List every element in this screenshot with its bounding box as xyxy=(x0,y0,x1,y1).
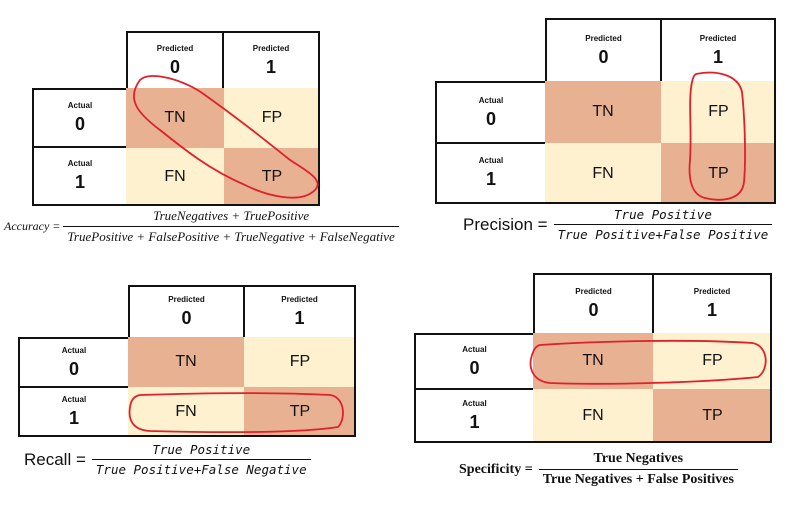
precision-denominator: True Positive+False Positive xyxy=(557,227,769,242)
fp-label: FP xyxy=(289,353,311,370)
predicted-label: Predicted xyxy=(281,295,318,304)
actual-0-header: Actual 0 xyxy=(18,337,130,388)
actual-label: Actual xyxy=(61,394,87,404)
precision-numerator: True Positive xyxy=(614,207,712,222)
predicted-1-header: Predicted 1 xyxy=(652,273,772,335)
accuracy-numerator: TrueNegatives + TruePositive xyxy=(153,208,310,223)
predicted-1-value: 1 xyxy=(265,56,276,77)
fraction-bar xyxy=(538,469,738,470)
fn-cell: FN xyxy=(545,143,661,204)
actual-1-header: Actual 1 xyxy=(18,386,130,437)
actual-label: Actual xyxy=(61,345,87,355)
predicted-0-value: 0 xyxy=(181,308,192,328)
precision-panel: Predicted 0 Predicted 1 Actual 0 Actual … xyxy=(400,0,800,259)
accuracy-denominator: TruePositive + FalsePositive + TrueNegat… xyxy=(67,229,395,244)
actual-0-value: 0 xyxy=(469,357,480,378)
actual-0-value: 0 xyxy=(74,114,85,134)
predicted-label: Predicted xyxy=(693,287,731,296)
specificity-formula: Specificity = True Negatives True Negati… xyxy=(459,451,738,488)
recall-panel: Predicted 0 Predicted 1 Actual 0 Actual … xyxy=(0,259,400,518)
actual-label: Actual xyxy=(478,95,504,105)
actual-label: Actual xyxy=(462,398,487,408)
predicted-0-value: 0 xyxy=(169,56,180,77)
fn-label: FN xyxy=(592,164,614,182)
predicted-label: Predicted xyxy=(168,295,205,304)
actual-1-header: Actual 1 xyxy=(32,146,128,206)
precision-lhs: Precision = xyxy=(463,214,548,234)
actual-label: Actual xyxy=(478,156,504,165)
predicted-0-header: Predicted 0 xyxy=(533,273,654,335)
predicted-1-value: 1 xyxy=(294,308,305,328)
recall-fraction: True Positive True Positive+False Negati… xyxy=(91,442,311,477)
predicted-label: Predicted xyxy=(156,43,194,53)
matrix-border xyxy=(533,333,772,443)
fraction-bar xyxy=(553,224,773,225)
actual-label: Actual xyxy=(462,344,487,354)
actual-1-value: 1 xyxy=(68,407,79,428)
actual-0-value: 0 xyxy=(68,358,79,379)
predicted-0-value: 0 xyxy=(588,300,599,320)
recall-numerator: True Positive xyxy=(152,442,251,457)
actual-1-value: 1 xyxy=(485,169,496,189)
tn-label: TN xyxy=(175,353,197,370)
actual-0-header: Actual 0 xyxy=(414,333,535,390)
accuracy-lhs: Accuracy = xyxy=(4,219,61,233)
matrix-border xyxy=(128,337,356,437)
tn-cell: TN xyxy=(128,337,244,387)
accuracy-fraction: TrueNegatives + TruePositive TruePositiv… xyxy=(63,208,399,245)
predicted-0-header: Predicted 0 xyxy=(128,285,245,339)
tp-cell: TP xyxy=(653,389,772,443)
specificity-panel: Predicted 0 Predicted 1 Actual 0 Actual … xyxy=(400,259,800,518)
tp-label: TP xyxy=(702,407,723,424)
accuracy-panel: Predicted 0 Predicted 1 Actual 0 Actual … xyxy=(0,0,400,259)
predicted-label: Predicted xyxy=(699,33,737,43)
predicted-label: Predicted xyxy=(252,43,290,53)
predicted-0-header: Predicted 0 xyxy=(126,31,224,90)
recall-denominator: True Positive+False Negative xyxy=(95,462,307,477)
fn-cell: FN xyxy=(533,389,653,443)
predicted-label: Predicted xyxy=(585,33,622,43)
predicted-1-header: Predicted 1 xyxy=(660,18,776,83)
matrix-border xyxy=(126,88,320,206)
recall-lhs: Recall = xyxy=(24,449,86,469)
predicted-0-header: Predicted 0 xyxy=(545,18,662,83)
recall-formula: Recall = True Positive True Positive+Fal… xyxy=(24,442,311,477)
actual-0-header: Actual 0 xyxy=(32,88,128,148)
accuracy-formula: Accuracy = TrueNegatives + TruePositive … xyxy=(4,208,399,245)
precision-fraction: True Positive True Positive+False Positi… xyxy=(553,207,773,242)
predicted-0-value: 0 xyxy=(598,46,609,67)
specificity-numerator: True Negatives xyxy=(593,451,684,466)
actual-1-value: 1 xyxy=(74,172,85,192)
fraction-bar xyxy=(91,459,311,460)
predicted-1-header: Predicted 1 xyxy=(243,285,356,339)
actual-label: Actual xyxy=(67,159,93,168)
specificity-fraction: True Negatives True Negatives + False Po… xyxy=(538,451,738,488)
predicted-1-value: 1 xyxy=(706,300,717,320)
specificity-denominator: True Negatives + False Positives xyxy=(542,472,734,487)
predicted-1-header: Predicted 1 xyxy=(222,31,320,90)
actual-1-header: Actual 1 xyxy=(435,142,547,204)
actual-label: Actual xyxy=(67,101,93,110)
tn-label: TN xyxy=(592,103,614,120)
actual-1-header: Actual 1 xyxy=(414,388,535,443)
actual-0-header: Actual 0 xyxy=(435,81,547,144)
specificity-lhs: Specificity = xyxy=(459,461,533,477)
actual-0-value: 0 xyxy=(485,108,496,129)
matrix-border xyxy=(545,81,776,204)
actual-1-value: 1 xyxy=(469,411,480,432)
fraction-bar xyxy=(63,226,399,227)
predicted-label: Predicted xyxy=(575,287,612,296)
fn-label: FN xyxy=(582,407,604,424)
predicted-1-value: 1 xyxy=(712,46,723,67)
tn-cell: TN xyxy=(545,81,661,143)
fp-cell: FP xyxy=(244,337,356,387)
precision-formula: Precision = True Positive True Positive+… xyxy=(463,207,773,242)
